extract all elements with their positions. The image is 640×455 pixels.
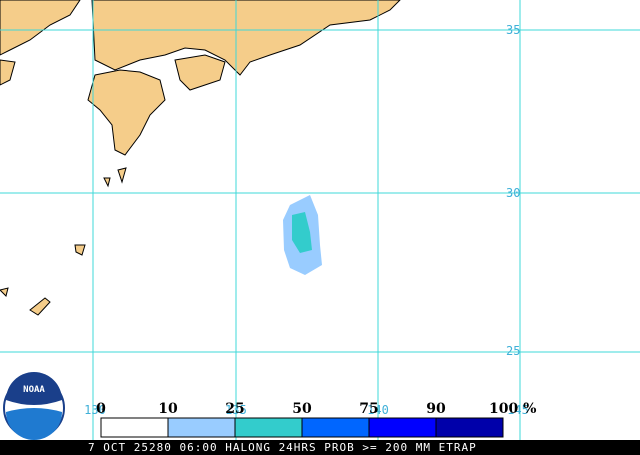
legend-label: 10 <box>158 401 178 417</box>
legend: 0 10 25 50 75 90 100 % <box>96 401 536 438</box>
legend-swatch <box>167 417 236 438</box>
longitude-label: 130 <box>84 403 106 417</box>
longitude-labels: 130 135 140 145 <box>84 403 529 417</box>
longitude-label: 145 <box>507 403 529 417</box>
longitude-label: 135 <box>225 403 247 417</box>
caption: 7 OCT 25280 06:00 HALONG 24HRS PROB >= 2… <box>88 441 477 454</box>
legend-swatch <box>435 417 504 438</box>
longitude-label: 140 <box>367 403 389 417</box>
legend-label: 0 <box>96 401 106 417</box>
noaa-logo: NOAA <box>3 372 65 440</box>
caption-bar <box>0 440 640 455</box>
legend-swatch <box>234 417 303 438</box>
legend-swatch <box>100 417 169 438</box>
latitude-labels: 35 30 25 <box>506 23 520 358</box>
latitude-label: 25 <box>506 344 520 358</box>
legend-label: 75 <box>359 401 378 417</box>
grid <box>0 0 640 440</box>
legend-label: 100 % <box>489 401 536 417</box>
legend-swatch <box>301 417 370 438</box>
legend-label: 25 <box>225 401 244 417</box>
latitude-label: 35 <box>506 23 520 37</box>
logo-text: NOAA <box>23 385 45 395</box>
legend-swatch <box>368 417 437 438</box>
land <box>0 0 401 316</box>
probability-area <box>283 195 322 275</box>
legend-label: 50 <box>292 401 312 417</box>
latitude-label: 30 <box>506 186 520 200</box>
legend-label: 90 <box>426 401 446 417</box>
